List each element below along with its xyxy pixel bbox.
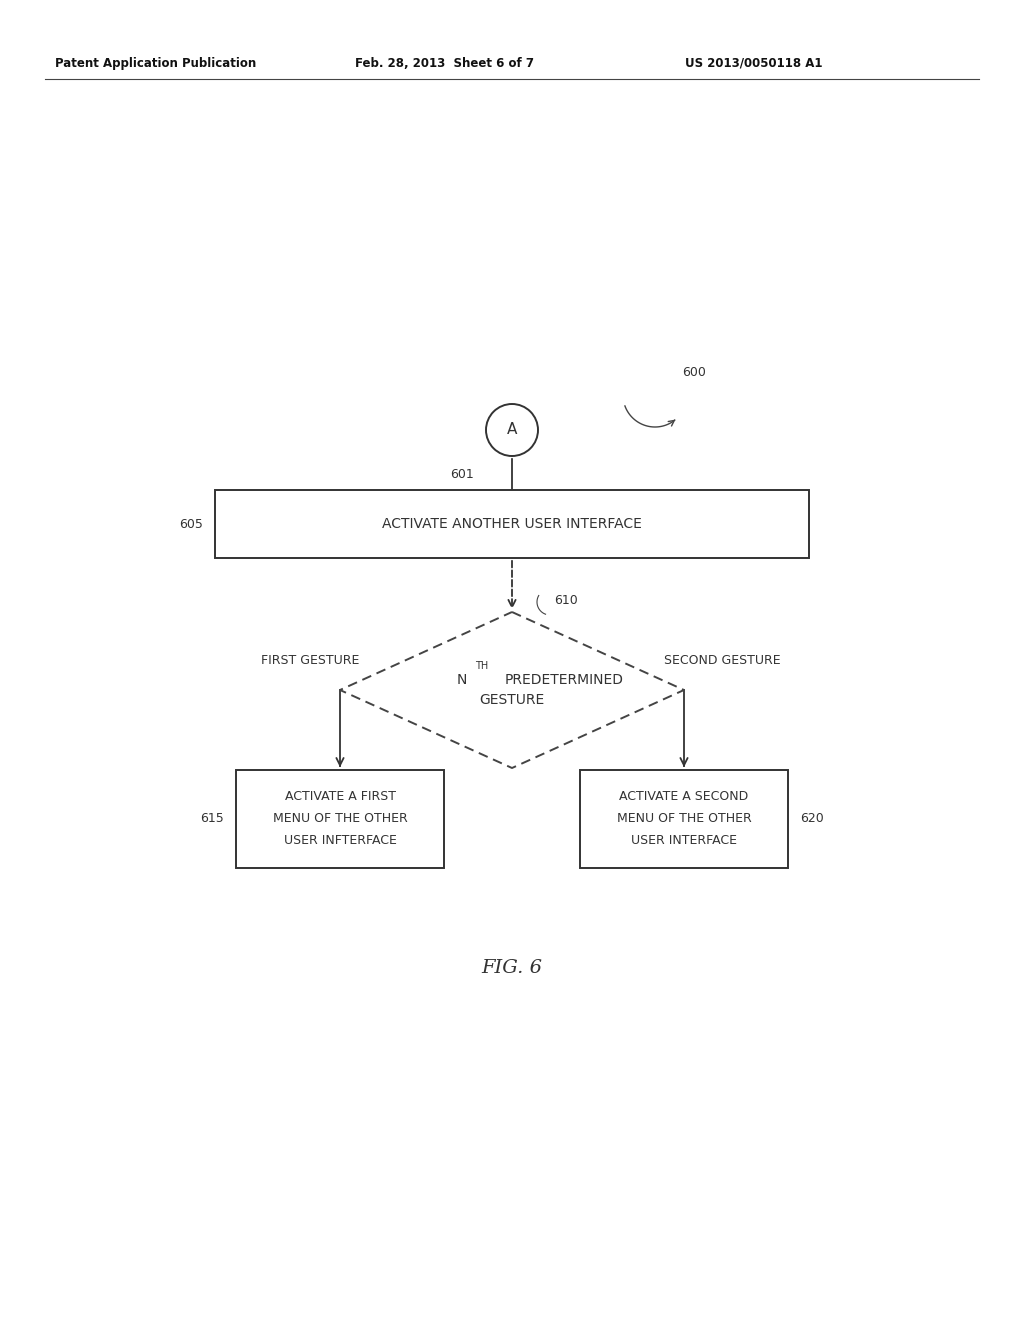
Bar xyxy=(215,490,809,558)
Text: USER INTERFACE: USER INTERFACE xyxy=(631,834,737,847)
Bar xyxy=(236,770,444,869)
Text: USER INFTERFACE: USER INFTERFACE xyxy=(284,834,396,847)
Text: 615: 615 xyxy=(201,813,224,825)
Text: GESTURE: GESTURE xyxy=(479,693,545,708)
Text: ACTIVATE A FIRST: ACTIVATE A FIRST xyxy=(285,791,395,804)
Text: PREDETERMINED: PREDETERMINED xyxy=(505,673,624,686)
Text: N: N xyxy=(457,673,467,686)
Text: MENU OF THE OTHER: MENU OF THE OTHER xyxy=(616,813,752,825)
Text: US 2013/0050118 A1: US 2013/0050118 A1 xyxy=(685,57,822,70)
Bar xyxy=(580,770,788,869)
Text: Feb. 28, 2013  Sheet 6 of 7: Feb. 28, 2013 Sheet 6 of 7 xyxy=(355,57,534,70)
Text: 600: 600 xyxy=(682,366,706,379)
Text: 605: 605 xyxy=(179,517,203,531)
Text: SECOND GESTURE: SECOND GESTURE xyxy=(664,653,780,667)
Text: 601: 601 xyxy=(450,469,474,480)
Text: MENU OF THE OTHER: MENU OF THE OTHER xyxy=(272,813,408,825)
Text: 620: 620 xyxy=(800,813,823,825)
Text: Patent Application Publication: Patent Application Publication xyxy=(55,57,256,70)
Text: 610: 610 xyxy=(554,594,578,607)
Text: ACTIVATE ANOTHER USER INTERFACE: ACTIVATE ANOTHER USER INTERFACE xyxy=(382,517,642,531)
Text: FIRST GESTURE: FIRST GESTURE xyxy=(261,653,359,667)
Text: A: A xyxy=(507,422,517,437)
Text: TH: TH xyxy=(475,661,488,671)
Text: ACTIVATE A SECOND: ACTIVATE A SECOND xyxy=(620,791,749,804)
Text: FIG. 6: FIG. 6 xyxy=(481,960,543,977)
